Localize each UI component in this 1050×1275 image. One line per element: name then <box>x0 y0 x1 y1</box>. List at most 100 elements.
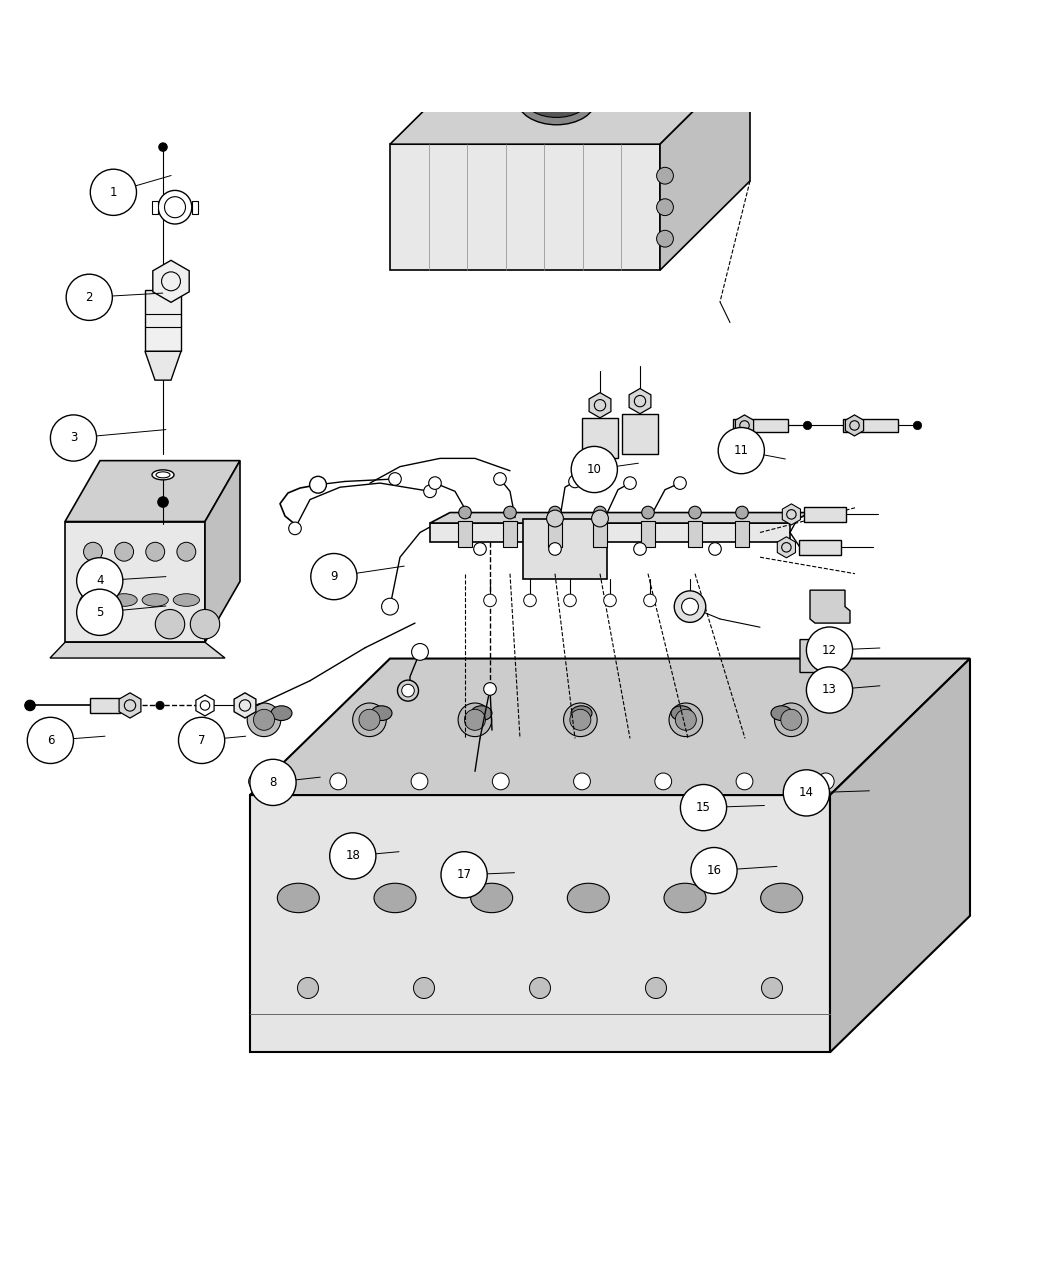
Circle shape <box>529 978 550 998</box>
Circle shape <box>50 414 97 462</box>
Text: 12: 12 <box>822 644 837 657</box>
Polygon shape <box>688 521 702 547</box>
Circle shape <box>359 709 380 731</box>
Circle shape <box>689 506 701 519</box>
Polygon shape <box>842 419 898 432</box>
Circle shape <box>674 590 706 622</box>
Circle shape <box>158 497 168 507</box>
Circle shape <box>330 833 376 878</box>
Polygon shape <box>390 144 660 270</box>
Circle shape <box>684 594 696 607</box>
Circle shape <box>412 773 428 789</box>
Polygon shape <box>250 659 970 796</box>
Ellipse shape <box>371 706 392 720</box>
Polygon shape <box>735 414 754 436</box>
Polygon shape <box>804 507 846 521</box>
Circle shape <box>718 427 764 474</box>
Polygon shape <box>152 201 159 213</box>
Polygon shape <box>830 659 970 1052</box>
Circle shape <box>381 598 398 615</box>
Circle shape <box>459 506 471 519</box>
Circle shape <box>691 848 737 894</box>
Circle shape <box>547 510 564 527</box>
Circle shape <box>806 627 853 673</box>
Ellipse shape <box>571 706 592 720</box>
Circle shape <box>289 521 301 534</box>
Text: 10: 10 <box>587 463 602 476</box>
Circle shape <box>146 542 165 561</box>
Polygon shape <box>458 521 472 547</box>
Circle shape <box>644 594 656 607</box>
Circle shape <box>646 978 667 998</box>
Circle shape <box>176 542 195 561</box>
Circle shape <box>428 477 441 490</box>
Polygon shape <box>589 393 611 418</box>
Ellipse shape <box>664 884 706 913</box>
Circle shape <box>178 718 225 764</box>
Circle shape <box>77 589 123 635</box>
Circle shape <box>159 190 192 224</box>
Text: 2: 2 <box>85 291 93 303</box>
Circle shape <box>783 770 830 816</box>
Ellipse shape <box>374 884 416 913</box>
Ellipse shape <box>760 884 802 913</box>
Text: 13: 13 <box>822 683 837 696</box>
Circle shape <box>681 598 698 615</box>
Polygon shape <box>733 419 788 432</box>
Circle shape <box>656 167 673 184</box>
Circle shape <box>570 709 591 731</box>
Circle shape <box>573 773 590 789</box>
Polygon shape <box>119 692 141 718</box>
Circle shape <box>549 506 562 519</box>
Circle shape <box>781 709 802 731</box>
Polygon shape <box>192 201 198 213</box>
Ellipse shape <box>471 706 492 720</box>
Circle shape <box>642 506 654 519</box>
Circle shape <box>549 543 562 556</box>
Text: 9: 9 <box>330 570 338 583</box>
Polygon shape <box>799 541 841 555</box>
Circle shape <box>571 446 617 492</box>
Text: 4: 4 <box>96 574 104 588</box>
Circle shape <box>492 773 509 789</box>
Circle shape <box>414 978 435 998</box>
Polygon shape <box>205 460 240 643</box>
Polygon shape <box>250 796 830 1052</box>
Polygon shape <box>845 414 863 436</box>
Circle shape <box>736 506 749 519</box>
Polygon shape <box>640 521 655 547</box>
Polygon shape <box>90 699 120 713</box>
Circle shape <box>114 542 133 561</box>
Polygon shape <box>503 521 517 547</box>
Circle shape <box>424 484 437 497</box>
Polygon shape <box>523 519 608 579</box>
Circle shape <box>524 594 537 607</box>
Circle shape <box>914 421 922 430</box>
Circle shape <box>253 709 274 731</box>
Circle shape <box>297 978 318 998</box>
Circle shape <box>675 709 696 731</box>
Circle shape <box>674 477 687 490</box>
Text: 6: 6 <box>46 734 55 747</box>
Polygon shape <box>145 352 181 380</box>
Circle shape <box>656 231 673 247</box>
Text: 18: 18 <box>345 849 360 862</box>
Circle shape <box>803 421 812 430</box>
Polygon shape <box>548 521 562 547</box>
Ellipse shape <box>173 594 200 607</box>
Ellipse shape <box>470 884 512 913</box>
Circle shape <box>775 703 808 737</box>
Text: 14: 14 <box>799 787 814 799</box>
Circle shape <box>190 609 219 639</box>
Polygon shape <box>593 521 607 547</box>
Circle shape <box>835 649 849 663</box>
Circle shape <box>564 594 576 607</box>
Circle shape <box>669 703 702 737</box>
Circle shape <box>593 506 606 519</box>
Ellipse shape <box>277 884 319 913</box>
Polygon shape <box>660 55 750 270</box>
Polygon shape <box>430 523 790 542</box>
Polygon shape <box>430 513 810 523</box>
Polygon shape <box>196 695 214 717</box>
Circle shape <box>402 685 415 697</box>
